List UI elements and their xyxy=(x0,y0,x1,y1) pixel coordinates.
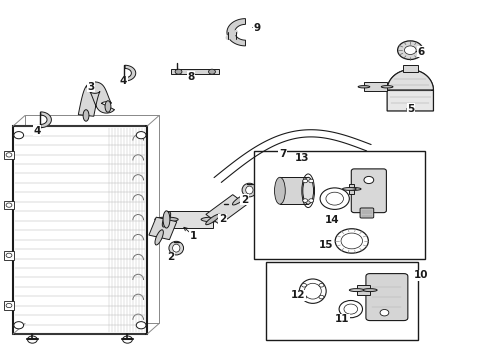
Bar xyxy=(13,126,147,334)
Ellipse shape xyxy=(201,217,224,222)
FancyBboxPatch shape xyxy=(350,169,386,213)
Polygon shape xyxy=(166,211,212,228)
Polygon shape xyxy=(226,19,245,46)
Text: 2: 2 xyxy=(166,252,174,262)
Ellipse shape xyxy=(245,186,252,194)
Text: 2: 2 xyxy=(219,215,226,224)
Ellipse shape xyxy=(242,183,256,197)
Ellipse shape xyxy=(232,194,246,205)
Circle shape xyxy=(6,253,12,257)
Circle shape xyxy=(301,283,306,287)
Ellipse shape xyxy=(205,214,220,225)
Text: 6: 6 xyxy=(417,46,424,57)
Ellipse shape xyxy=(381,86,392,88)
Ellipse shape xyxy=(162,212,170,227)
FancyBboxPatch shape xyxy=(365,274,407,320)
Text: 7: 7 xyxy=(278,149,285,159)
Ellipse shape xyxy=(222,206,229,213)
Text: 14: 14 xyxy=(325,215,339,225)
Ellipse shape xyxy=(105,101,111,112)
Polygon shape xyxy=(348,184,353,194)
Polygon shape xyxy=(363,82,386,91)
Circle shape xyxy=(301,295,306,299)
Bar xyxy=(254,151,424,259)
Text: 4: 4 xyxy=(34,126,41,135)
Ellipse shape xyxy=(342,188,355,190)
Circle shape xyxy=(308,199,313,202)
Polygon shape xyxy=(78,82,114,116)
Text: 8: 8 xyxy=(187,72,194,82)
Circle shape xyxy=(14,321,23,329)
Text: 1: 1 xyxy=(189,231,197,240)
Bar xyxy=(4,150,14,159)
Circle shape xyxy=(136,321,146,329)
Circle shape xyxy=(208,69,215,74)
Bar xyxy=(4,301,14,310)
Text: 3: 3 xyxy=(87,82,94,92)
Polygon shape xyxy=(41,112,51,128)
Ellipse shape xyxy=(155,217,178,222)
Ellipse shape xyxy=(357,86,369,88)
Circle shape xyxy=(27,336,37,343)
Ellipse shape xyxy=(163,211,169,228)
Polygon shape xyxy=(148,217,176,240)
Ellipse shape xyxy=(83,110,89,121)
Circle shape xyxy=(404,46,415,54)
Text: 15: 15 xyxy=(319,239,333,249)
Text: 9: 9 xyxy=(253,23,260,33)
Circle shape xyxy=(136,132,146,139)
Polygon shape xyxy=(356,285,369,296)
Circle shape xyxy=(302,179,307,183)
Text: 13: 13 xyxy=(294,153,308,163)
Bar xyxy=(25,116,159,323)
Circle shape xyxy=(6,203,12,207)
Circle shape xyxy=(308,179,313,183)
Circle shape xyxy=(122,336,132,343)
Ellipse shape xyxy=(168,241,183,255)
Ellipse shape xyxy=(172,244,180,252)
Circle shape xyxy=(302,199,307,202)
Bar xyxy=(402,65,417,72)
Circle shape xyxy=(6,303,12,308)
Ellipse shape xyxy=(362,289,376,292)
Text: 4: 4 xyxy=(120,76,127,86)
Circle shape xyxy=(379,310,388,316)
Ellipse shape xyxy=(218,203,233,216)
Bar xyxy=(279,177,307,204)
Circle shape xyxy=(363,176,373,184)
Ellipse shape xyxy=(155,230,163,245)
Circle shape xyxy=(175,69,182,74)
Circle shape xyxy=(318,295,323,299)
Text: 5: 5 xyxy=(407,104,414,114)
Text: 12: 12 xyxy=(290,291,305,301)
Polygon shape xyxy=(386,70,432,90)
Polygon shape xyxy=(125,65,136,81)
Text: 11: 11 xyxy=(334,314,348,324)
Text: 10: 10 xyxy=(413,270,427,280)
Ellipse shape xyxy=(348,289,363,292)
Bar xyxy=(266,262,417,339)
Circle shape xyxy=(397,41,422,59)
FancyBboxPatch shape xyxy=(359,208,373,218)
Circle shape xyxy=(318,283,323,287)
Bar xyxy=(4,201,14,210)
Bar xyxy=(13,126,147,334)
Polygon shape xyxy=(386,70,432,111)
Bar xyxy=(4,251,14,260)
Text: 2: 2 xyxy=(241,195,247,205)
Bar xyxy=(171,69,219,74)
Circle shape xyxy=(6,153,12,157)
Circle shape xyxy=(14,132,23,139)
Ellipse shape xyxy=(346,188,360,190)
Ellipse shape xyxy=(302,177,313,204)
Polygon shape xyxy=(205,195,246,225)
Ellipse shape xyxy=(274,177,285,204)
